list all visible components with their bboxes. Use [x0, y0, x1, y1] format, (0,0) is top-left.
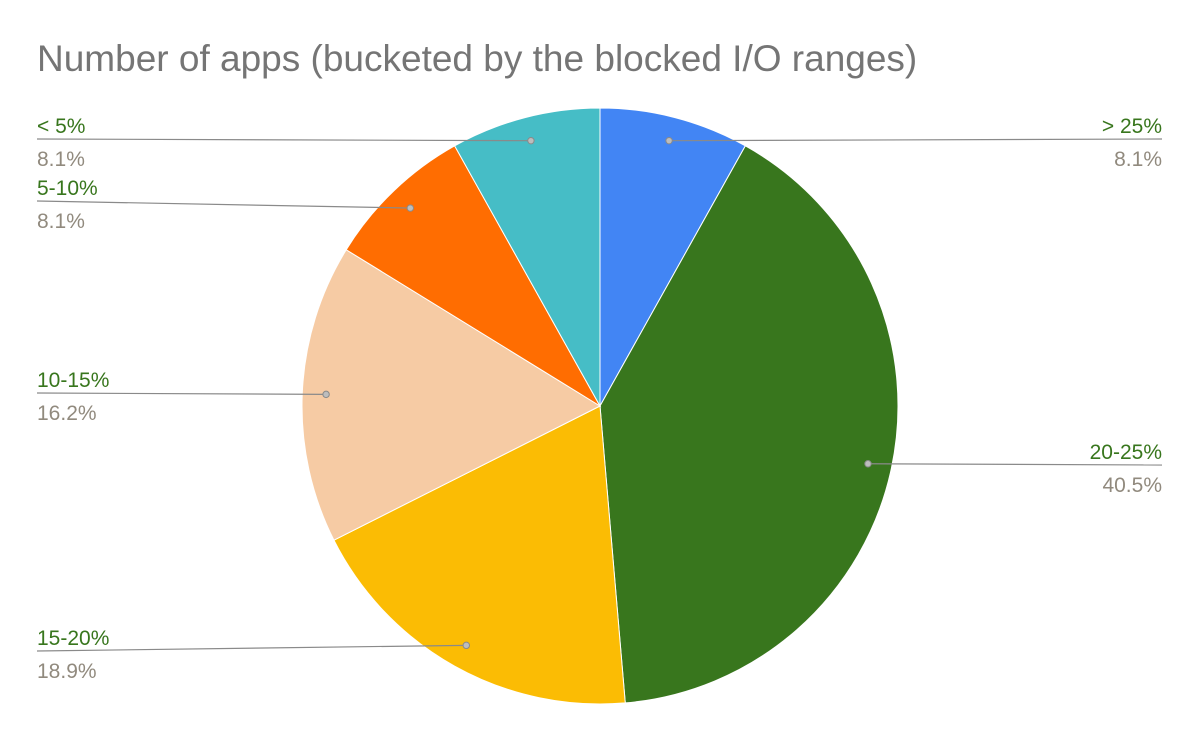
slice-label-5-10: 5-10%	[37, 177, 98, 200]
leader-line-5-10	[36, 200, 411, 209]
slice-percent-15-20: 18.9%	[37, 660, 97, 683]
pie-slice-10-15[interactable]	[301, 249, 602, 541]
pie-slice-gt-25[interactable]	[599, 107, 747, 408]
slice-label-10-15: 10-15%	[37, 369, 109, 392]
slice-percent-10-15: 16.2%	[37, 402, 97, 425]
leader-line-20-25	[868, 463, 1163, 466]
leader-dot-lt-5	[527, 136, 535, 145]
leader-line-15-20	[36, 644, 467, 652]
leader-dot-5-10	[406, 204, 414, 212]
pie-slice-20-25[interactable]	[599, 145, 899, 704]
leader-dot-20-25	[864, 460, 872, 468]
leader-line-lt-5	[36, 138, 531, 142]
leader-line-10-15	[36, 392, 327, 395]
slice-percent-5-10: 8.1%	[37, 210, 85, 233]
leader-dot-10-15	[322, 390, 330, 399]
leader-dot-15-20	[462, 641, 470, 650]
slice-percent-lt-5: 8.1%	[37, 148, 85, 171]
slice-percent-gt-25: 8.1%	[1114, 148, 1162, 171]
slice-label-15-20: 15-20%	[37, 627, 109, 650]
slice-label-gt-25: > 25%	[1102, 115, 1162, 138]
pie-slice-lt-5[interactable]	[453, 107, 601, 408]
slice-label-lt-5: < 5%	[37, 115, 85, 138]
slice-percent-20-25: 40.5%	[1102, 474, 1162, 497]
chart-title: Number of apps (bucketed by the blocked …	[37, 38, 918, 79]
pie-slice-15-20[interactable]	[333, 405, 626, 705]
leader-line-gt-25	[669, 138, 1163, 142]
slice-label-20-25: 20-25%	[1090, 441, 1162, 464]
leader-dot-gt-25	[665, 136, 673, 145]
